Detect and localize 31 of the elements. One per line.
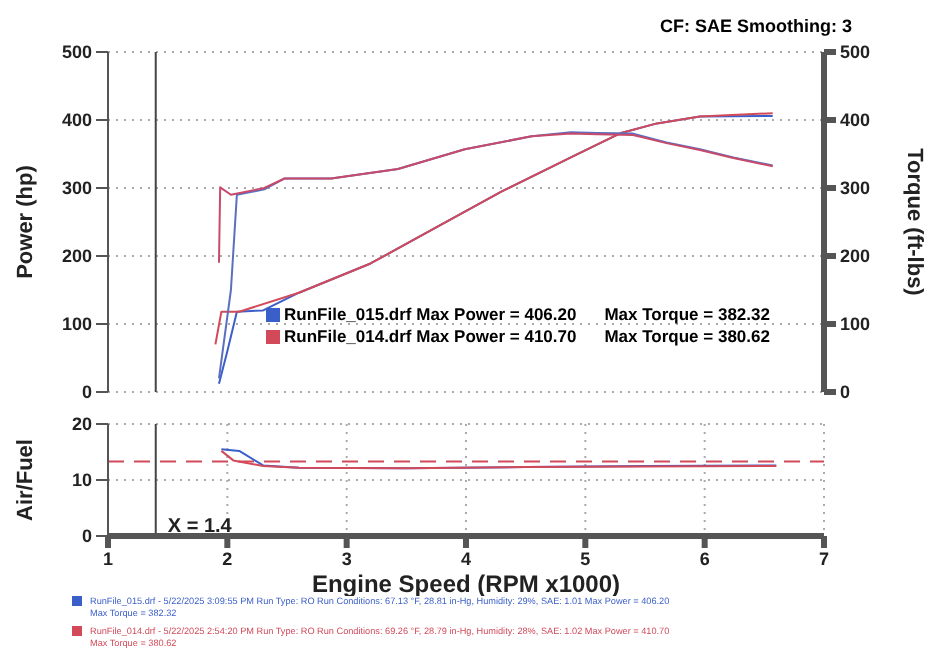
y-axis-title: Air/Fuel <box>13 439 38 521</box>
y2-tick-label: 300 <box>840 178 871 199</box>
x-tick-label: 6 <box>699 548 710 569</box>
x-tick-label: 7 <box>818 548 830 569</box>
y2-tick-label: 100 <box>840 314 871 335</box>
y-tick-label: 400 <box>61 110 92 131</box>
x-tick-label: 2 <box>222 548 233 569</box>
y-tick-label: 200 <box>61 246 92 267</box>
y-tick-label: 300 <box>61 178 92 199</box>
y-tick-label: 100 <box>61 314 92 335</box>
x-tick-label: 1 <box>102 548 114 569</box>
y-tick-label: 0 <box>81 526 92 547</box>
legend-label: RunFile_015.drf Max Power = 406.20 <box>284 304 577 326</box>
y-axis-title: Power (hp) <box>13 164 38 279</box>
y2-tick-label: 400 <box>840 110 871 131</box>
chart-subtitle: CF: SAE Smoothing: 3 <box>660 16 852 36</box>
ref-line-label: X = 1.4 <box>167 516 233 538</box>
y2-tick-label: 0 <box>840 382 851 403</box>
y-tick-label: 0 <box>81 382 92 403</box>
y2-tick-label: 200 <box>840 246 871 267</box>
y-tick-label: 500 <box>61 42 92 63</box>
annotation: Max Torque = 382.32 <box>604 304 770 326</box>
y-tick-label: 20 <box>71 414 92 435</box>
y2-tick-label: 500 <box>840 42 871 63</box>
x-tick-label: 5 <box>580 548 591 569</box>
x-tick-label: 4 <box>460 548 472 569</box>
x-tick-label: 3 <box>341 548 352 569</box>
annotation: Max Torque = 380.62 <box>604 326 770 348</box>
y2-axis-title: Torque (ft-lbs) <box>902 148 927 297</box>
y-tick-label: 10 <box>71 470 92 491</box>
legend-label: RunFile_014.drf Max Power = 410.70 <box>284 326 577 348</box>
